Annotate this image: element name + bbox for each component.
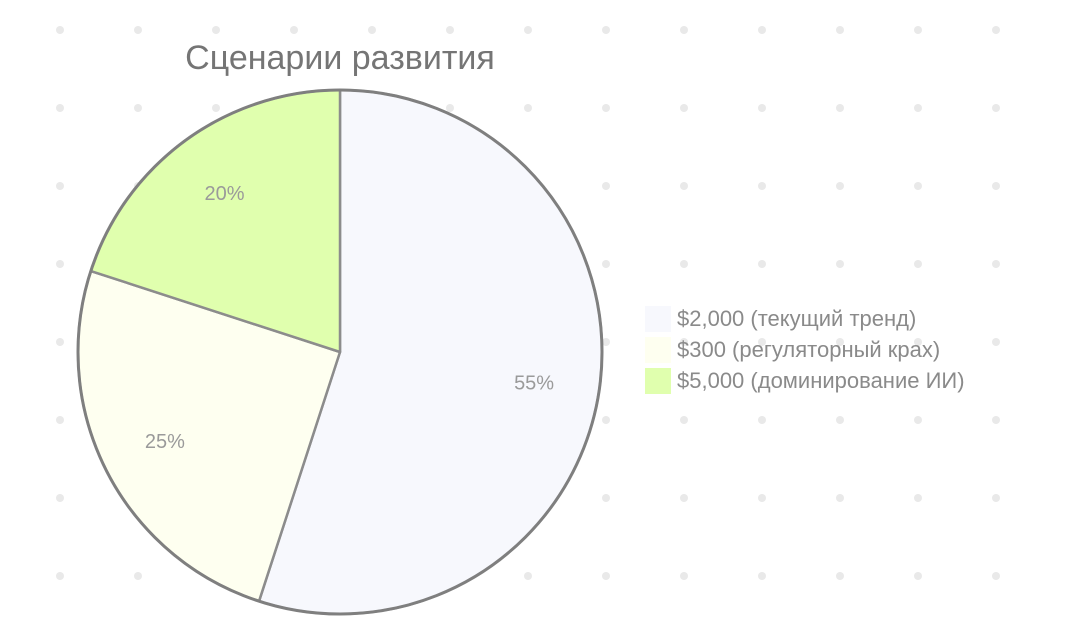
background-dot: [758, 572, 766, 580]
background-dot: [524, 104, 532, 112]
background-dot: [290, 26, 298, 34]
pie-slices: [76, 88, 604, 616]
background-dot: [524, 572, 532, 580]
background-dot: [758, 416, 766, 424]
background-dot: [602, 494, 610, 502]
background-dot: [680, 338, 688, 346]
background-dot: [524, 26, 532, 34]
background-dot: [914, 26, 922, 34]
background-dot: [992, 572, 1000, 580]
background-dot: [992, 494, 1000, 502]
background-dot: [914, 338, 922, 346]
background-dot: [602, 416, 610, 424]
background-dot: [680, 494, 688, 502]
background-dot: [914, 416, 922, 424]
background-dot: [680, 26, 688, 34]
background-dot: [680, 182, 688, 190]
background-dot: [758, 104, 766, 112]
background-dot: [602, 260, 610, 268]
background-dot: [56, 260, 64, 268]
background-dot: [446, 104, 454, 112]
background-dot: [680, 416, 688, 424]
background-dot: [56, 104, 64, 112]
background-dot: [680, 260, 688, 268]
background-dot: [602, 104, 610, 112]
background-dot: [914, 104, 922, 112]
background-dot: [446, 26, 454, 34]
legend: $2,000 (текущий тренд) $300 (регуляторный…: [645, 306, 965, 394]
background-dot: [56, 26, 64, 34]
legend-swatch-1[interactable]: [645, 306, 671, 332]
pie-outline: [76, 88, 604, 616]
slice-percent-label-3: 20%: [204, 183, 244, 205]
background-dot: [212, 104, 220, 112]
legend-swatch-3[interactable]: [645, 368, 671, 394]
background-dot: [56, 416, 64, 424]
background-dot: [914, 494, 922, 502]
background-dot: [836, 260, 844, 268]
background-dot: [836, 494, 844, 502]
background-dot: [758, 338, 766, 346]
background-dot: [758, 182, 766, 190]
background-dot: [836, 26, 844, 34]
background-dot: [56, 494, 64, 502]
background-dot: [602, 338, 610, 346]
background-dot: [680, 572, 688, 580]
background-dot: [602, 572, 610, 580]
background-dot: [836, 416, 844, 424]
background-dot: [758, 494, 766, 502]
background-dot: [368, 26, 376, 34]
slice-labels: 55% 25% 20%: [145, 183, 554, 453]
background-dot: [992, 182, 1000, 190]
legend-label-3[interactable]: $5,000 (доминирование ИИ): [677, 368, 965, 393]
background-dot: [992, 416, 1000, 424]
background-dot: [836, 104, 844, 112]
background-dot: [992, 104, 1000, 112]
background-dot: [56, 338, 64, 346]
background-dot: [134, 26, 142, 34]
legend-label-1[interactable]: $2,000 (текущий тренд): [677, 306, 916, 331]
background-dot: [134, 572, 142, 580]
background-dot: [914, 572, 922, 580]
background-dot: [992, 260, 1000, 268]
background-dot: [680, 104, 688, 112]
background-dot: [836, 572, 844, 580]
background-dot: [992, 26, 1000, 34]
slice-percent-label-2: 25%: [145, 431, 185, 453]
background-dot: [836, 338, 844, 346]
slice-percent-label-1: 55%: [514, 373, 554, 395]
background-dot: [914, 260, 922, 268]
background-dot: [758, 260, 766, 268]
background-dot: [758, 26, 766, 34]
background-dot: [836, 182, 844, 190]
background-dot: [602, 182, 610, 190]
background-dot: [134, 104, 142, 112]
background-dot: [56, 182, 64, 190]
chart-title: Сценарии развития: [185, 39, 495, 77]
background-dot: [212, 26, 220, 34]
background-dot: [56, 572, 64, 580]
background-dot: [602, 26, 610, 34]
background-dot: [992, 338, 1000, 346]
legend-label-2[interactable]: $300 (регуляторный крах): [677, 337, 940, 362]
legend-swatch-2[interactable]: [645, 337, 671, 363]
background-dot: [914, 182, 922, 190]
